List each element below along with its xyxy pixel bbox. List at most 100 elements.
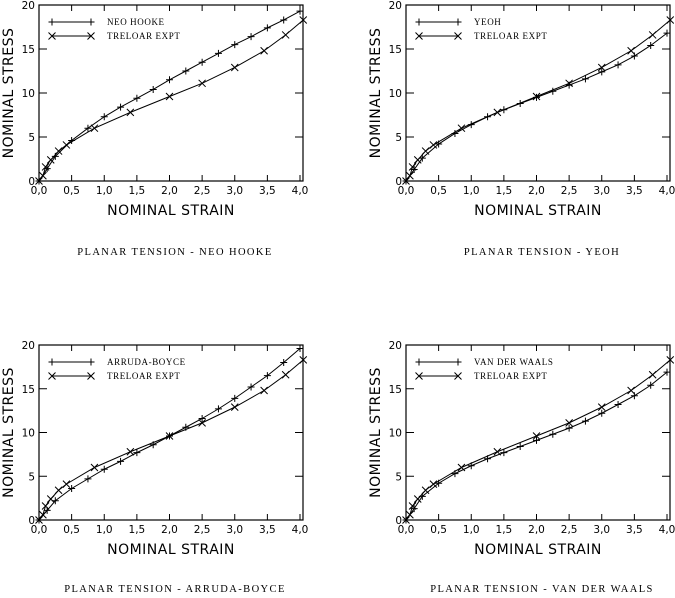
data-point-plus <box>247 383 255 391</box>
data-point-plus <box>663 368 671 376</box>
legend-item: TRELOAR EXPT <box>415 371 547 381</box>
x-tick-label: 1,0 <box>463 524 480 536</box>
chart-panel-4: 0,0 0,5 1,0 1,5 2,0 2,5 3,0 3,5 4,0 0 5 10 15 20 NOMIN… <box>368 340 675 595</box>
chart-panel-2: 0,0 0,5 1,0 1,5 2,0 2,5 3,0 3,5 4,0 0 5 10 15 20 NOMIN… <box>368 0 675 258</box>
data-point-plus <box>614 61 622 69</box>
y-tick-label: 20 <box>22 340 35 352</box>
x-tick-label: 0,5 <box>430 524 447 536</box>
data-point-x <box>413 156 422 164</box>
x-tick-label: 2,5 <box>561 185 578 197</box>
data-point-plus <box>117 103 125 111</box>
data-point-x <box>46 495 55 503</box>
y-tick-label: 15 <box>22 44 35 56</box>
data-point-plus <box>198 415 206 422</box>
data-point-x <box>565 79 573 88</box>
legend: ARRUDA-BOYCE TRELOAR EXPT <box>48 357 186 381</box>
y-tick-label: 20 <box>389 340 402 352</box>
data-point-x <box>429 480 438 488</box>
data-point-x <box>627 46 635 55</box>
data-point-plus <box>214 49 222 57</box>
y-tick-label: 15 <box>389 44 402 56</box>
series-treloar-expt <box>402 16 675 185</box>
data-point-plus <box>100 465 108 473</box>
x-tick-label: 1,5 <box>129 524 146 536</box>
legend-marker <box>415 358 423 366</box>
x-tick-label: 1,5 <box>496 185 513 197</box>
data-point-plus <box>133 94 141 102</box>
data-point-x <box>62 141 71 149</box>
chart-panel-3: 0,0 0,5 1,0 1,5 2,0 2,5 3,0 3,5 4,0 0 5 10 15 20 NOMIN… <box>1 340 308 595</box>
data-point-plus <box>100 113 108 121</box>
x-tick-label: 0,0 <box>31 185 48 197</box>
y-tick-label: 0 <box>28 515 35 527</box>
series-treloar-expt <box>402 356 675 524</box>
legend-label: ARRUDA-BOYCE <box>107 357 186 367</box>
data-point-x <box>90 463 99 472</box>
x-tick-label: 3,0 <box>226 524 243 536</box>
legend-item: ARRUDA-BOYCE <box>48 357 186 367</box>
legend: YEOH TRELOAR EXPT <box>415 17 547 41</box>
legend-label: TRELOAR EXPT <box>474 371 547 381</box>
y-tick-label: 5 <box>28 132 35 144</box>
y-tick-label: 0 <box>28 176 35 188</box>
legend-marker <box>415 32 423 40</box>
data-point-x <box>46 156 55 164</box>
y-tick-label: 20 <box>389 0 402 12</box>
data-point-plus <box>663 29 671 37</box>
data-point-x <box>281 370 290 379</box>
data-point-x <box>648 370 657 379</box>
data-point-x <box>198 419 206 427</box>
x-axis-label: NOMINAL STRAIN <box>107 542 235 558</box>
data-point-x <box>565 419 573 427</box>
y-tick-label: 10 <box>389 88 402 100</box>
legend-item: NEO HOOKE <box>48 17 164 27</box>
data-point-plus <box>280 16 288 24</box>
y-tick-label: 0 <box>395 515 402 527</box>
legend-marker <box>454 32 462 40</box>
series-treloar-expt <box>35 356 308 524</box>
data-point-x <box>90 124 99 133</box>
data-point-x <box>597 63 606 72</box>
y-tick-label: 15 <box>22 384 35 396</box>
legend-marker <box>415 372 423 380</box>
data-point-plus <box>549 430 557 438</box>
data-point-plus <box>231 394 239 402</box>
x-tick-label: 4,0 <box>292 524 309 536</box>
x-tick-label: 1,5 <box>496 524 513 536</box>
legend: NEO HOOKE TRELOAR EXPT <box>48 17 180 41</box>
y-axis-label: NOMINAL STRESS <box>1 28 17 159</box>
x-axis-label: NOMINAL STRAIN <box>474 203 602 219</box>
series-line <box>38 359 304 521</box>
data-point-x <box>457 124 466 133</box>
data-point-plus <box>198 58 206 66</box>
data-point-x <box>402 516 410 524</box>
data-point-x <box>260 386 268 395</box>
x-tick-label: 3,0 <box>593 524 610 536</box>
data-point-x <box>165 92 174 101</box>
series-line <box>405 32 668 182</box>
data-point-plus <box>166 76 173 84</box>
data-point-x <box>429 141 438 149</box>
data-point-plus <box>598 409 606 417</box>
series-treloar-expt <box>35 16 308 185</box>
y-tick-label: 10 <box>22 428 35 440</box>
data-point-plus <box>598 68 606 76</box>
data-point-x <box>39 510 47 519</box>
x-tick-label: 2,5 <box>194 185 211 197</box>
data-point-x <box>35 516 43 524</box>
data-point-x <box>299 16 308 24</box>
legend-marker <box>454 372 462 380</box>
data-point-x <box>666 356 675 364</box>
legend-marker <box>48 372 56 380</box>
x-tick-label: 3,5 <box>259 185 276 197</box>
x-tick-label: 1,0 <box>463 185 480 197</box>
legend-marker <box>48 32 56 40</box>
y-tick-label: 15 <box>389 384 402 396</box>
y-axis-label: NOMINAL STRESS <box>1 367 17 498</box>
data-point-x <box>198 79 206 88</box>
x-axis-label: NOMINAL STRAIN <box>474 542 602 558</box>
data-point-x <box>260 46 268 55</box>
data-point-plus <box>614 401 622 408</box>
data-point-x <box>402 177 410 185</box>
